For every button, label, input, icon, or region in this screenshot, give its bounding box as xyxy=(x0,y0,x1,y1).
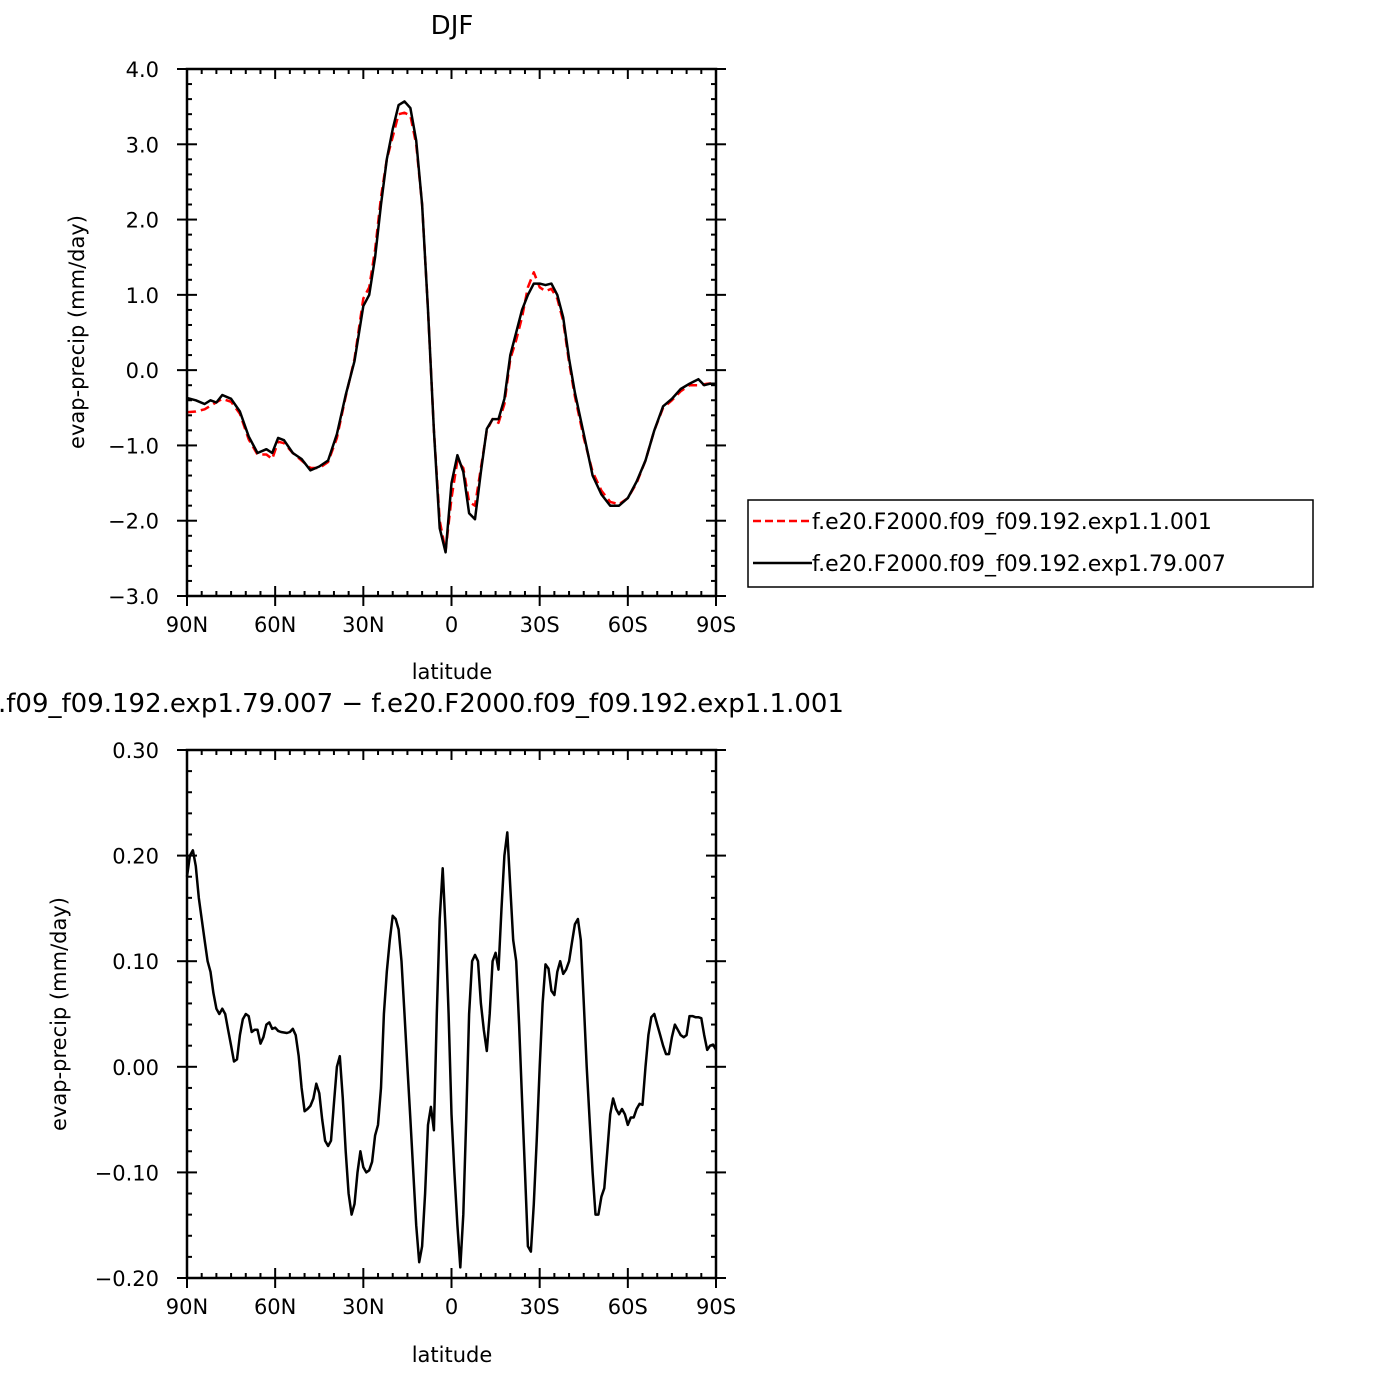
bottom-chart-x-tick-label: 30S xyxy=(520,1295,560,1319)
bottom-chart-x-tick-label: 60S xyxy=(608,1295,648,1319)
bottom-chart-y-axis-label: evap-precip (mm/day) xyxy=(47,897,71,1131)
chart-legend: f.e20.F2000.f09_f09.192.exp1.1.001 f.e20… xyxy=(747,499,1314,588)
bottom-chart-y-tick-label: 0.20 xyxy=(112,845,159,869)
top-chart-x-tick-label: 90S xyxy=(696,613,736,637)
bottom-chart-x-tick-label: 0 xyxy=(445,1295,458,1319)
top-chart-x-tick-label: 60S xyxy=(608,613,648,637)
top-chart-y-tick-label: 3.0 xyxy=(126,133,159,157)
bottom-chart-series-line-1 xyxy=(185,831,718,1269)
bottom-chart-y-tick-label: −0.20 xyxy=(95,1267,159,1291)
bottom-chart-x-tick-label: 30N xyxy=(342,1295,384,1319)
top-chart-x-tick-label: 60N xyxy=(254,613,296,637)
top-chart-y-tick-label: −2.0 xyxy=(108,510,159,534)
bottom-chart-y-tick-label: −0.10 xyxy=(95,1161,159,1185)
top-chart-y-tick-label: 1.0 xyxy=(126,284,159,308)
bottom-chart-series xyxy=(185,831,718,1269)
top-chart-y-tick-label: 2.0 xyxy=(126,209,159,233)
top-chart-title: DJF xyxy=(431,11,474,41)
bottom-chart-panel: .f09_f09.192.exp1.79.007 − f.e20.F2000.f… xyxy=(0,689,844,1367)
top-chart-x-tick-label: 30S xyxy=(520,613,560,637)
bottom-chart-y-tick-label: 0.30 xyxy=(112,739,159,763)
bottom-chart-frame xyxy=(185,748,718,1280)
bottom-chart-x-tick-label: 90S xyxy=(696,1295,736,1319)
top-chart-y-axis-label: evap-precip (mm/day) xyxy=(65,215,89,449)
top-chart-x-tick-label: 0 xyxy=(445,613,458,637)
legend-label-series-1: f.e20.F2000.f09_f09.192.exp1.1.001 xyxy=(812,510,1212,535)
top-chart-y-tick-label: −3.0 xyxy=(108,585,159,609)
bottom-chart-y-tick-label: 0.00 xyxy=(112,1056,159,1080)
top-chart-panel: DJF evap-precip (mm/day) latitude 90N 60N… xyxy=(65,11,736,684)
top-chart-series xyxy=(186,100,717,554)
top-chart-y-tick-label: −1.0 xyxy=(108,434,159,458)
top-chart-series-line-2 xyxy=(186,100,716,554)
legend-box xyxy=(747,499,1314,588)
top-chart-y-tick-label: 4.0 xyxy=(126,58,159,82)
bottom-chart-x-tick-label: 90N xyxy=(166,1295,208,1319)
top-chart-series-line-1 xyxy=(186,111,717,553)
top-chart-x-axis-label: latitude xyxy=(412,660,493,684)
top-chart-y-tick-label: 0.0 xyxy=(126,359,159,383)
top-chart-x-tick-label: 90N xyxy=(166,613,208,637)
legend-label-series-2: f.e20.F2000.f09_f09.192.exp1.79.007 xyxy=(812,552,1226,577)
bottom-chart-title: .f09_f09.192.exp1.79.007 − f.e20.F2000.f… xyxy=(0,689,844,719)
bottom-chart-x-tick-label: 60N xyxy=(254,1295,296,1319)
top-chart-x-tick-label: 30N xyxy=(342,613,384,637)
bottom-chart-y-tick-label: 0.10 xyxy=(112,950,159,974)
bottom-chart-x-axis-label: latitude xyxy=(412,1343,493,1367)
top-chart-frame xyxy=(185,67,718,598)
